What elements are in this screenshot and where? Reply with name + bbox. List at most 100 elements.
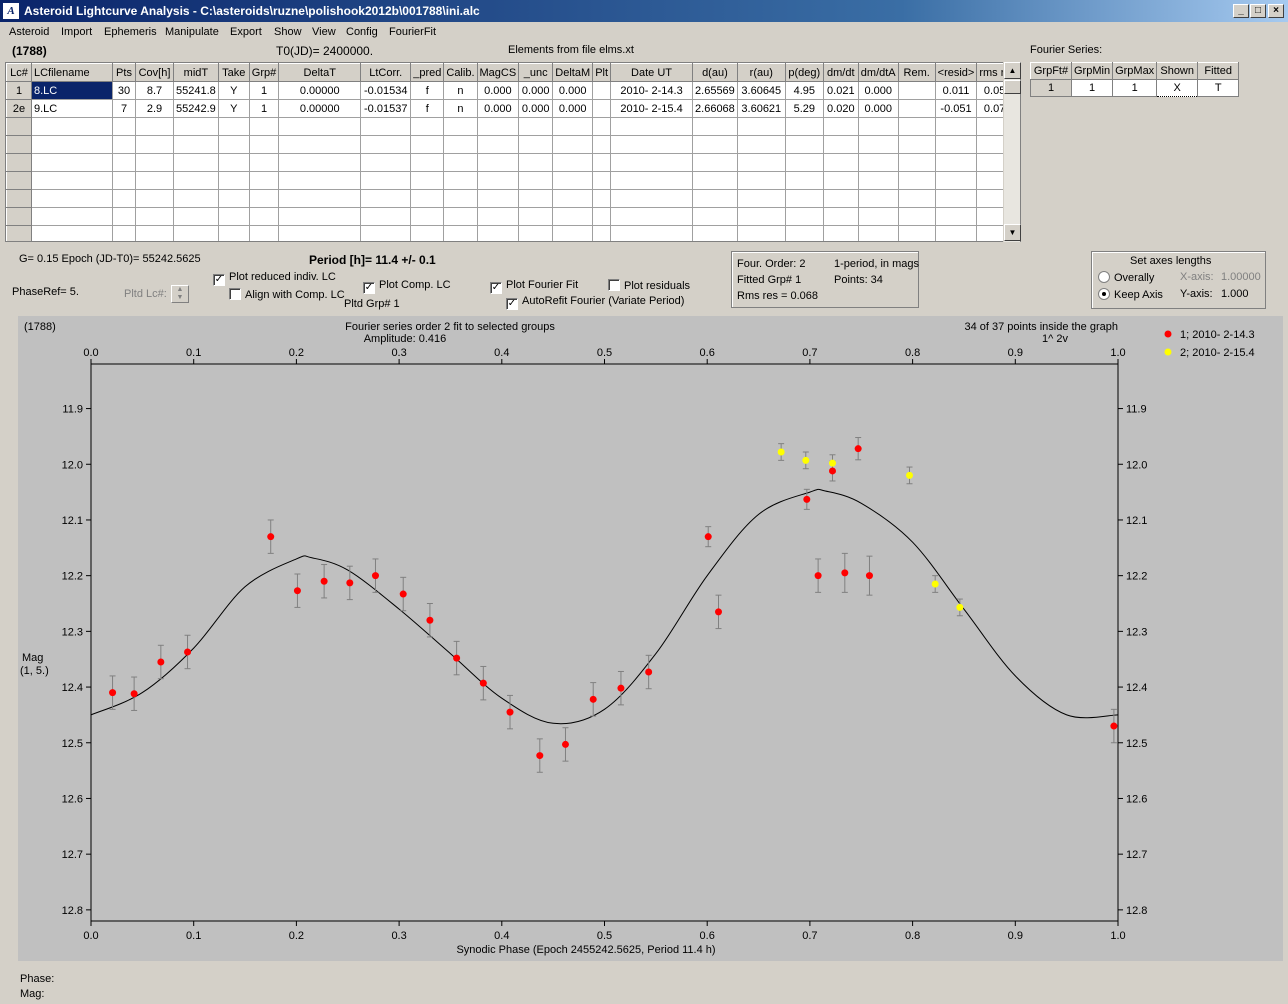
close-button[interactable]: × xyxy=(1268,4,1284,18)
grid-column-header[interactable]: Plt xyxy=(592,63,612,82)
grid-cell[interactable] xyxy=(248,207,280,226)
grid-cell[interactable]: 8.LC xyxy=(31,81,113,100)
grid-cell[interactable]: 2010- 2-14.3 xyxy=(610,81,694,100)
grid-column-header[interactable]: Date UT xyxy=(610,63,694,82)
grid-cell[interactable] xyxy=(217,207,250,226)
grid-row[interactable]: 1 8.LC 30 8.7 55241.8 Y 1 0.00000 -0.01534 f n 0.00… xyxy=(6,81,1020,100)
grid-cell[interactable]: -0.051 xyxy=(934,99,978,118)
lightcurve-plot-panel[interactable]: (1788) Fourier series order 2 fit to sel… xyxy=(18,316,1283,961)
grid-cell[interactable] xyxy=(610,171,694,190)
grid-column-header[interactable]: Calib. xyxy=(443,63,478,82)
menu-show[interactable]: Show xyxy=(274,26,302,38)
grid-cell[interactable] xyxy=(278,171,362,190)
grid-cell[interactable]: 8.7 xyxy=(135,81,174,100)
grid-column-header[interactable]: DeltaM xyxy=(552,63,594,82)
grid-cell[interactable] xyxy=(897,99,936,118)
grid-cell[interactable]: 2010- 2-15.4 xyxy=(610,99,694,118)
grid-cell[interactable] xyxy=(173,117,219,136)
grid-column-header[interactable]: dm/dtA xyxy=(857,63,899,82)
scroll-up-icon[interactable]: ▲ xyxy=(1004,62,1021,79)
grid-cell[interactable]: 0.00000 xyxy=(278,81,362,100)
grid-cell[interactable] xyxy=(592,225,612,241)
grid-cell[interactable] xyxy=(112,153,136,172)
grid-cell[interactable] xyxy=(360,117,412,136)
grid-cell[interactable]: 3.60621 xyxy=(736,99,786,118)
grid-cell[interactable] xyxy=(217,171,250,190)
menu-config[interactable]: Config xyxy=(346,26,378,38)
grid-cell[interactable] xyxy=(592,135,612,154)
grid-cell[interactable] xyxy=(360,207,412,226)
grid-cell[interactable] xyxy=(692,117,738,136)
grid-cell[interactable] xyxy=(217,225,250,241)
grid-cell[interactable] xyxy=(692,135,738,154)
grid-cell[interactable] xyxy=(592,207,612,226)
grid-cell[interactable] xyxy=(248,153,280,172)
grid-cell[interactable] xyxy=(31,189,113,208)
grid-cell[interactable]: 2.66068 xyxy=(692,99,738,118)
grid-row-header[interactable] xyxy=(6,117,32,136)
grid-cell[interactable] xyxy=(518,171,554,190)
grid-cell[interactable] xyxy=(112,171,136,190)
grid-cell[interactable] xyxy=(518,225,554,241)
grid-cell[interactable] xyxy=(857,225,899,241)
pltd-lc-spinner[interactable]: ▲ ▼ xyxy=(171,285,189,303)
grid-cell[interactable]: 0.000 xyxy=(476,99,520,118)
grid-cell[interactable]: 1 xyxy=(248,99,280,118)
grid-cell[interactable]: f xyxy=(410,99,445,118)
grid-cell[interactable] xyxy=(592,117,612,136)
grid-cell[interactable] xyxy=(360,135,412,154)
grid-cell[interactable] xyxy=(278,135,362,154)
grid-cell[interactable] xyxy=(934,117,978,136)
grid-cell[interactable] xyxy=(552,225,594,241)
plot-residuals-checkbox[interactable]: Plot residuals xyxy=(608,279,690,292)
grid-cell[interactable] xyxy=(822,189,859,208)
grid-cell[interactable] xyxy=(31,207,113,226)
grid-cell[interactable] xyxy=(31,225,113,241)
grid-cell[interactable] xyxy=(552,117,594,136)
grid-cell[interactable] xyxy=(857,135,899,154)
grid-column-header[interactable]: d(au) xyxy=(692,63,738,82)
grid-cell[interactable] xyxy=(897,135,936,154)
grid-cell[interactable] xyxy=(135,153,174,172)
grid-cell[interactable] xyxy=(278,189,362,208)
grid-cell[interactable] xyxy=(278,207,362,226)
plot-reduced-checkbox[interactable]: ✓ Plot reduced indiv. LC xyxy=(213,271,336,286)
menu-asteroid[interactable]: Asteroid xyxy=(9,26,50,38)
grid-cell[interactable]: 0.000 xyxy=(552,81,594,100)
grid-column-header[interactable]: r(au) xyxy=(736,63,786,82)
grid-row-empty[interactable] xyxy=(6,135,1020,154)
grid-column-header[interactable]: _unc xyxy=(518,63,554,82)
grid-column-header[interactable]: LCfilename xyxy=(31,63,113,82)
grid-cell[interactable]: 0.020 xyxy=(822,99,859,118)
grid-cell[interactable] xyxy=(248,171,280,190)
grid-cell[interactable] xyxy=(934,207,978,226)
grid-cell[interactable] xyxy=(897,153,936,172)
grid-cell[interactable]: 0.000 xyxy=(518,99,554,118)
grid-cell[interactable] xyxy=(934,171,978,190)
menu-ephemeris[interactable]: Ephemeris xyxy=(104,26,157,38)
grid-cell[interactable] xyxy=(784,207,824,226)
scroll-down-icon[interactable]: ▼ xyxy=(1004,224,1021,241)
grid-cell[interactable] xyxy=(31,135,113,154)
grid-column-header[interactable]: p(deg) xyxy=(784,63,824,82)
grid-cell[interactable] xyxy=(736,207,786,226)
grid-cell[interactable] xyxy=(410,171,445,190)
grid-cell[interactable] xyxy=(784,135,824,154)
grid-cell[interactable] xyxy=(31,117,113,136)
grid-cell[interactable] xyxy=(476,189,520,208)
grid-cell[interactable] xyxy=(784,225,824,241)
grid-cell[interactable] xyxy=(552,135,594,154)
grid-cell[interactable] xyxy=(135,189,174,208)
restore-button[interactable]: □ xyxy=(1250,4,1266,18)
grid-column-header[interactable]: Pts xyxy=(112,63,136,82)
grid-cell[interactable] xyxy=(476,117,520,136)
grid-cell[interactable] xyxy=(443,207,478,226)
grid-cell[interactable] xyxy=(173,135,219,154)
grid-cell[interactable] xyxy=(476,171,520,190)
grid-cell[interactable]: 0.00000 xyxy=(278,99,362,118)
grid-cell[interactable] xyxy=(857,189,899,208)
grid-cell[interactable] xyxy=(934,153,978,172)
grid-cell[interactable] xyxy=(897,117,936,136)
grid-cell[interactable] xyxy=(897,171,936,190)
